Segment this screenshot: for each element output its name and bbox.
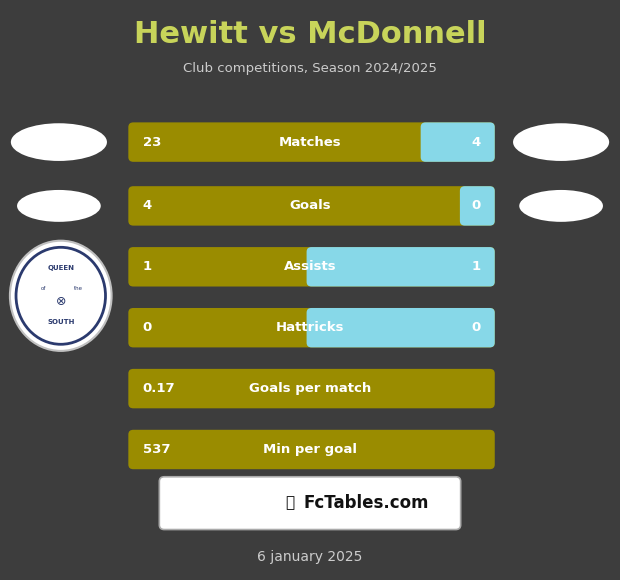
Text: 0: 0 bbox=[471, 200, 480, 212]
Text: Hewitt vs McDonnell: Hewitt vs McDonnell bbox=[134, 20, 486, 49]
FancyBboxPatch shape bbox=[128, 308, 495, 347]
FancyBboxPatch shape bbox=[128, 369, 495, 408]
Text: Matches: Matches bbox=[278, 136, 342, 148]
Text: 0.17: 0.17 bbox=[143, 382, 175, 395]
Text: Club competitions, Season 2024/2025: Club competitions, Season 2024/2025 bbox=[183, 62, 437, 75]
Text: 23: 23 bbox=[143, 136, 161, 148]
Text: FcTables.com: FcTables.com bbox=[304, 494, 429, 512]
Text: of: of bbox=[41, 287, 46, 291]
Text: Goals: Goals bbox=[289, 200, 331, 212]
FancyBboxPatch shape bbox=[128, 122, 495, 162]
FancyBboxPatch shape bbox=[307, 308, 495, 347]
FancyBboxPatch shape bbox=[128, 247, 495, 287]
Text: 0: 0 bbox=[143, 321, 152, 334]
Text: Min per goal: Min per goal bbox=[263, 443, 357, 456]
Text: 4: 4 bbox=[143, 200, 152, 212]
Text: Goals per match: Goals per match bbox=[249, 382, 371, 395]
Text: QUEEN: QUEEN bbox=[47, 265, 74, 271]
Text: 0: 0 bbox=[471, 321, 480, 334]
FancyBboxPatch shape bbox=[128, 430, 495, 469]
Text: the: the bbox=[74, 287, 82, 291]
Text: 6 january 2025: 6 january 2025 bbox=[257, 550, 363, 564]
Text: Assists: Assists bbox=[284, 260, 336, 273]
FancyBboxPatch shape bbox=[128, 186, 495, 226]
Text: SOUTH: SOUTH bbox=[47, 320, 74, 325]
FancyBboxPatch shape bbox=[421, 122, 495, 162]
Ellipse shape bbox=[10, 241, 112, 351]
Text: 1: 1 bbox=[471, 260, 480, 273]
FancyBboxPatch shape bbox=[307, 247, 495, 287]
Text: 537: 537 bbox=[143, 443, 170, 456]
FancyBboxPatch shape bbox=[460, 186, 495, 226]
Text: Hattricks: Hattricks bbox=[276, 321, 344, 334]
Text: 1: 1 bbox=[143, 260, 152, 273]
Text: ⊗: ⊗ bbox=[56, 295, 66, 308]
Text: 📊: 📊 bbox=[285, 496, 294, 510]
Ellipse shape bbox=[520, 190, 603, 222]
Ellipse shape bbox=[513, 124, 609, 161]
Ellipse shape bbox=[11, 124, 107, 161]
Ellipse shape bbox=[17, 190, 100, 222]
Text: 4: 4 bbox=[471, 136, 480, 148]
FancyBboxPatch shape bbox=[159, 477, 461, 530]
